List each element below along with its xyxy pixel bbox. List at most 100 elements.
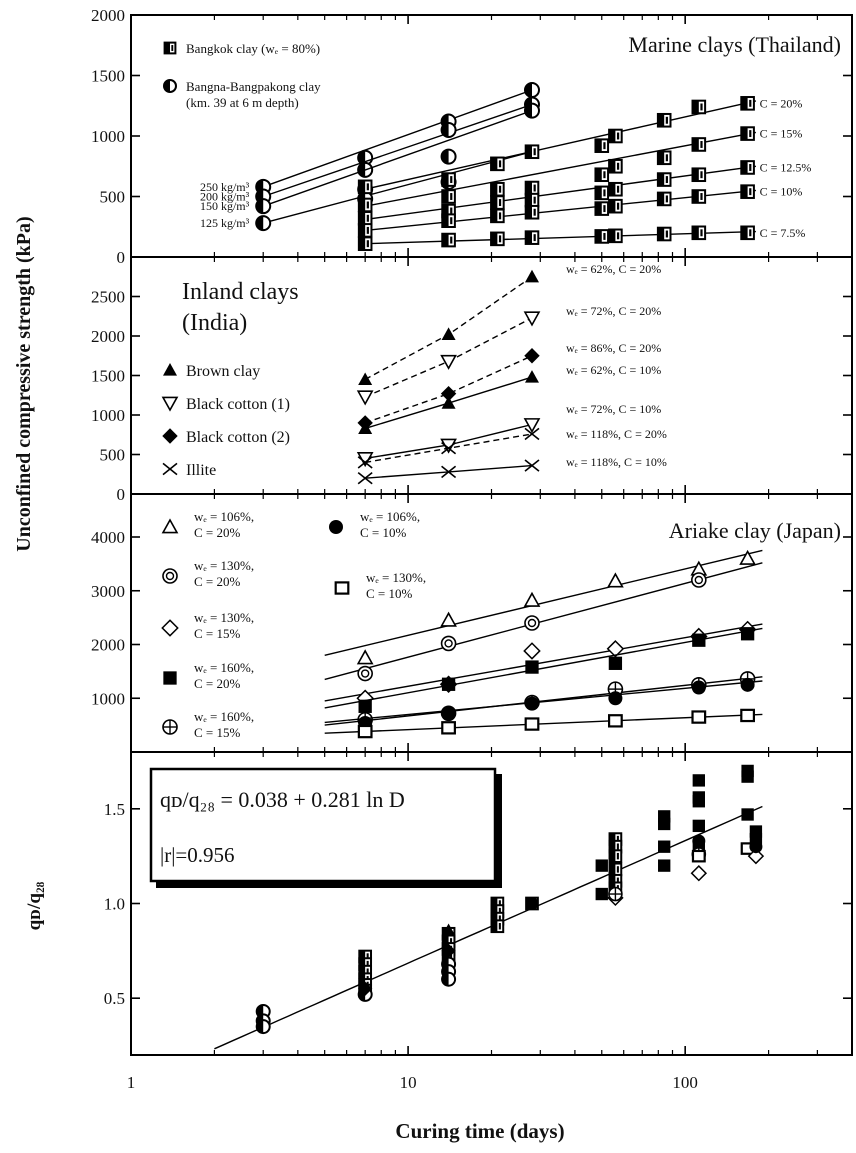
fit-line [324, 623, 763, 702]
legend-marker [163, 363, 177, 376]
data-point [691, 167, 707, 183]
data-point [524, 459, 540, 472]
legend-label: C = 15% [194, 725, 241, 740]
data-point [358, 699, 372, 713]
y-tick-label: 500 [100, 446, 126, 465]
data-point [608, 862, 623, 877]
data-point [440, 611, 457, 627]
data-point [740, 184, 755, 199]
series-label: 200 kg/m³ [200, 190, 250, 204]
y-tick-label: 1000 [91, 406, 125, 425]
data-point [441, 706, 456, 721]
data-point [741, 808, 754, 821]
legend-marker [163, 671, 177, 685]
fit-equation: qᴅ/q₂₈ = 0.038 + 0.281 ln D [160, 787, 405, 812]
data-point [656, 172, 672, 187]
data-point [595, 859, 608, 872]
data-point [441, 465, 457, 479]
data-point [595, 887, 608, 901]
data-point [524, 427, 540, 441]
legend-marker [163, 41, 177, 55]
legend-marker [162, 719, 178, 735]
data-point [691, 99, 707, 115]
data-point [594, 185, 610, 201]
fit-line [263, 151, 533, 224]
legend-label: C = 20% [194, 574, 241, 589]
fit-line [324, 676, 763, 726]
series-label: C = 12.5% [760, 160, 812, 174]
data-point [740, 677, 755, 692]
data-point [608, 128, 623, 144]
data-point [658, 817, 671, 831]
y-tick-label: 4000 [91, 528, 125, 547]
series-label: wₑ = 118%, C = 10% [566, 455, 667, 469]
fit-line [262, 89, 533, 188]
data-point [523, 642, 541, 660]
data-point [441, 721, 456, 735]
data-point [524, 717, 540, 731]
data-point [356, 390, 374, 406]
series-label: wₑ = 72%, C = 10% [566, 402, 661, 416]
data-point [523, 311, 541, 327]
ratio-axis-label: qᴅ/q₂₈ [24, 881, 45, 930]
y-tick-label: 0 [117, 485, 126, 504]
data-point [692, 795, 705, 808]
legend-label: C = 15% [194, 626, 241, 641]
y-axis-label: Unconfined compressive strength (kPa) [13, 216, 35, 551]
data-point [740, 96, 755, 111]
fit-line [324, 549, 763, 656]
data-point [608, 198, 623, 214]
legend-label: wₑ = 106%, [360, 509, 420, 524]
data-point [524, 269, 539, 283]
data-point [441, 441, 457, 455]
data-point [524, 696, 539, 711]
data-point [524, 144, 540, 160]
panel-title-marine: Marine clays (Thailand) [628, 32, 841, 57]
data-point [441, 189, 456, 204]
data-point [749, 840, 763, 854]
data-point [358, 421, 373, 435]
data-point [691, 572, 707, 588]
data-point [356, 649, 374, 665]
data-point [656, 112, 672, 128]
data-point [440, 385, 457, 402]
data-point [656, 226, 672, 242]
data-point [524, 348, 540, 364]
fit-line [324, 627, 763, 709]
legend-label: (km. 39 at 6 m depth) [186, 95, 299, 110]
series-label: wₑ = 86%, C = 20% [566, 341, 661, 355]
legend-label: wₑ = 130%, [194, 558, 254, 573]
data-point [691, 225, 707, 241]
legend-marker [162, 428, 178, 444]
series-label: 125 kg/m³ [200, 216, 250, 230]
data-point [691, 849, 706, 863]
data-point [441, 172, 456, 187]
data-point [594, 229, 610, 244]
y-tick-label: 1000 [91, 127, 125, 146]
data-point [490, 156, 505, 172]
data-point [691, 137, 707, 152]
series-label: wₑ = 62%, C = 10% [566, 363, 661, 377]
legend-label: wₑ = 130%, [366, 570, 426, 585]
panel-title-ariake: Ariake clay (Japan) [669, 518, 841, 543]
data-point [440, 121, 457, 138]
panel-inland-clays: 0 500 1000 1500 2000 2500 wₑ = 62%, C = 20% wₑ … [91, 256, 853, 504]
data-point [357, 210, 373, 226]
data-point [656, 150, 672, 166]
data-point [441, 327, 456, 341]
data-point [608, 158, 623, 174]
data-point [608, 228, 623, 244]
series-label: C = 7.5% [760, 226, 806, 240]
data-point [740, 708, 756, 723]
data-point [524, 615, 540, 631]
data-point [441, 971, 457, 987]
fit-line [365, 189, 756, 232]
fit-line [365, 230, 756, 245]
data-point [690, 864, 708, 882]
data-point [741, 770, 754, 783]
data-point [525, 660, 539, 674]
legend-marker [161, 396, 179, 412]
data-point [608, 181, 623, 197]
data-point [692, 819, 705, 833]
